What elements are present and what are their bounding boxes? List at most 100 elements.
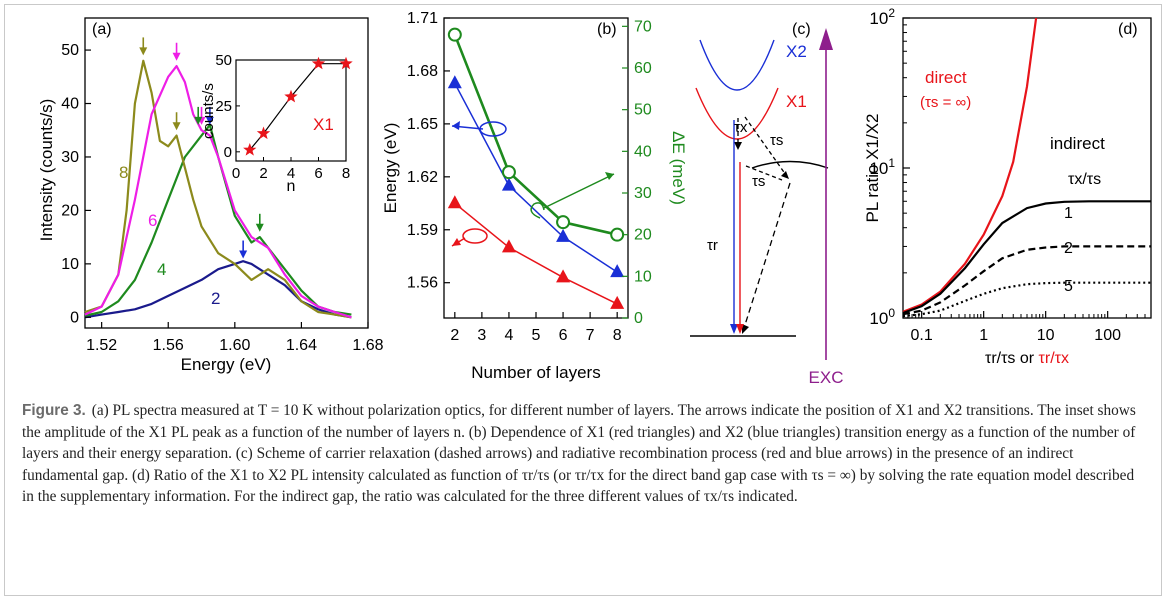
spectrum-6 xyxy=(84,64,352,319)
panel-b-ylabel-right: ΔE (meV) xyxy=(669,131,688,205)
series-label-6: 6 xyxy=(148,211,157,230)
inset-x-tick-label: 0 xyxy=(232,165,240,182)
exc-label: EXC xyxy=(809,368,844,387)
circle-ΔE xyxy=(556,215,571,230)
triangle-X2 xyxy=(556,228,571,242)
b-x-tick-label: 6 xyxy=(559,327,568,344)
inset-x-tick-label: 2 xyxy=(259,165,267,182)
x2-recomb-arrowhead xyxy=(730,324,738,334)
panel-a-xlabel: Energy (eV) xyxy=(181,355,272,374)
triangle-X2 xyxy=(610,264,625,278)
panel-d-ticks: 0.1 1 10 100 100 101 102 xyxy=(869,6,1146,344)
inset-points xyxy=(243,56,353,156)
series-line-ΔE xyxy=(453,34,618,236)
peak-arrowhead-olive xyxy=(172,122,181,131)
series-label-4: 4 xyxy=(157,260,166,279)
inset-y-tick-label: 25 xyxy=(215,98,232,115)
curve-label-2: 2 xyxy=(1064,240,1073,257)
inset-x-tick-label: 6 xyxy=(314,165,322,182)
d-x-tick-label: 0.1 xyxy=(911,327,933,344)
panel-d-ylabel: PL ratio X1/X2 xyxy=(863,114,882,223)
figure-caption: Figure 3. (a) PL spectra measured at T = … xyxy=(22,400,1142,508)
tau-x-label: τx xyxy=(734,119,748,136)
inset-x-tick-label: 4 xyxy=(287,165,295,182)
b-x-tick-label: 4 xyxy=(504,327,513,344)
panel-d-xlabel: τr/τs or τr/τx xyxy=(985,350,1069,367)
y-tick-label: 10 xyxy=(61,256,79,273)
x-tick-label: 1.52 xyxy=(86,337,117,354)
series-label-8: 8 xyxy=(119,163,128,182)
b-y2-tick-label: 30 xyxy=(634,185,652,202)
peak-arrowhead-olive xyxy=(139,47,148,56)
b-x-tick-label: 7 xyxy=(586,327,595,344)
green-axis-arrow xyxy=(543,173,615,209)
annotation-indirect: indirect xyxy=(1050,134,1105,153)
tau-s-label-2: τs xyxy=(752,173,765,190)
d-y-tick-label: 102 xyxy=(869,6,895,28)
indirect-recomb-arrowhead xyxy=(742,324,749,334)
annotation-direct: direct xyxy=(925,68,967,87)
caption-label: Figure 3. xyxy=(22,402,86,419)
b-y-tick-label: 1.71 xyxy=(407,10,438,27)
inset-x-tick-label: 8 xyxy=(342,165,350,182)
indirect-band xyxy=(751,160,829,169)
panel-b-ylabel: Energy (eV) xyxy=(381,123,400,214)
d-y-tick-label: 101 xyxy=(869,156,895,178)
curve-label-5: 5 xyxy=(1064,278,1073,295)
x2-label: X2 xyxy=(786,42,807,61)
peak-arrowhead-magenta xyxy=(172,52,181,61)
ratio-curve xyxy=(902,17,1038,313)
inset-y-tick-label: 0 xyxy=(224,144,232,161)
inset-star xyxy=(243,143,257,156)
blue-axis-arrowhead xyxy=(452,121,460,130)
relax-x2-indirect-arrow xyxy=(744,116,787,176)
panel-a-series xyxy=(84,59,352,319)
d-x-tick-label: 10 xyxy=(1037,327,1055,344)
b-x-tick-label: 8 xyxy=(613,327,622,344)
y-tick-label: 30 xyxy=(61,149,79,166)
d-x-tick-label: 1 xyxy=(979,327,988,344)
b-x-tick-label: 5 xyxy=(532,327,541,344)
b-x-tick-label: 2 xyxy=(450,327,459,344)
panel-a-inset: 0 2 4 6 8 0 25 50 n counts/s X1 xyxy=(200,52,353,195)
triangle-X1 xyxy=(556,269,571,283)
red-axis-loop xyxy=(462,228,488,244)
triangle-X1 xyxy=(447,195,462,209)
b-y-tick-label: 1.56 xyxy=(407,275,438,292)
triangle-X1 xyxy=(501,239,516,253)
ratio-curve xyxy=(902,245,1151,316)
peak-arrowhead-blue xyxy=(239,250,248,259)
y-tick-label: 20 xyxy=(61,202,79,219)
panel-a-ylabel: Intensity (counts/s) xyxy=(37,99,56,242)
spectrum-8 xyxy=(84,59,352,319)
inset-star xyxy=(256,126,271,140)
x1-band xyxy=(695,87,779,140)
x-tick-label: 1.60 xyxy=(219,337,250,354)
panel-b-label: (b) xyxy=(597,21,617,38)
green-axis-arrowhead xyxy=(605,172,614,180)
b-y-tick-label: 1.65 xyxy=(407,116,438,133)
x2-band xyxy=(699,39,775,91)
inset-y-tick-label: 50 xyxy=(215,52,232,69)
series-label-2: 2 xyxy=(211,289,220,308)
relax-x2-x1-arrowhead xyxy=(734,142,742,150)
b-y2-tick-label: 50 xyxy=(634,102,652,119)
panel-b-axis-arrows xyxy=(451,121,615,247)
relax-x2-indirect-arrowhead xyxy=(781,171,789,179)
y-tick-label: 40 xyxy=(61,96,79,113)
panel-c: (c) X2 X1 EXC τx τs τs τr xyxy=(690,21,843,387)
caption-paragraph: Figure 3. (a) PL spectra measured at T = … xyxy=(22,400,1142,508)
b-y2-tick-label: 0 xyxy=(634,310,643,327)
panel-d: 0.1 1 10 100 100 101 102 (d) direct (τs = ∞) i… xyxy=(863,6,1152,367)
series-line-X2 xyxy=(454,82,618,273)
x-tick-label: 1.68 xyxy=(352,337,383,354)
green-axis-loop xyxy=(530,202,545,219)
figure-frame xyxy=(4,4,1162,596)
exc-arrowhead xyxy=(819,28,833,50)
panel-c-label: (c) xyxy=(792,21,811,38)
inset-ylabel: counts/s xyxy=(200,83,217,139)
ratio-curve xyxy=(902,200,1151,315)
annotation-tau-s-inf: (τs = ∞) xyxy=(920,94,971,111)
